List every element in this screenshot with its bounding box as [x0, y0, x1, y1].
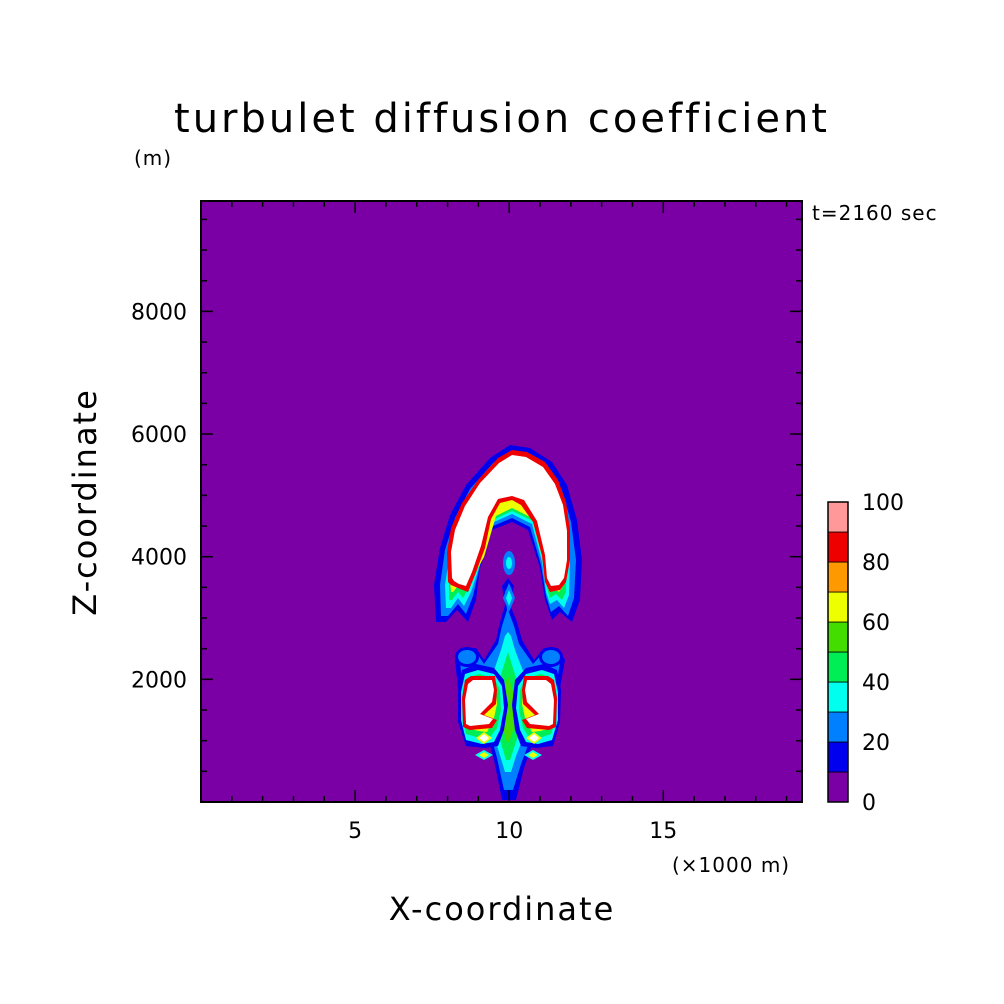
colorbar-label: 40 [862, 671, 890, 696]
colorbar: 0 20 40 60 80 100 [827, 491, 904, 816]
colorbar-cell [827, 681, 849, 713]
minor-ticks [201, 201, 802, 802]
colorbar-cells [827, 501, 849, 803]
plot-frame [200, 200, 803, 803]
colorbar-cell [827, 711, 849, 743]
left-core-spot-inner [479, 752, 489, 758]
colorbar-cell [827, 621, 849, 653]
x-tick-label: 10 [495, 819, 523, 844]
colorbar-cell [827, 651, 849, 683]
y-unit-label: (m) [134, 146, 172, 170]
colorbar-label: 100 [862, 491, 904, 516]
x-unit-label: (×1000 m) [672, 853, 790, 877]
left-core-lobe-inner [479, 734, 489, 742]
colorbar-label: 0 [862, 791, 876, 816]
colorbar-cell [827, 741, 849, 773]
column-blob-upper-inner [506, 557, 512, 569]
colorbar-label: 20 [862, 731, 890, 756]
column-blob-mid-inner [506, 590, 512, 606]
colorbar-cell [827, 591, 849, 623]
x-axis-label: X-coordinate [389, 890, 616, 928]
x-tick-label: 5 [348, 819, 362, 844]
left-core-center [465, 680, 494, 726]
y-tick-label: 4000 [131, 546, 187, 571]
colorbar-label: 80 [862, 551, 890, 576]
y-tick-label: 8000 [131, 300, 187, 325]
y-axis-label: Z-coordinate [66, 388, 104, 616]
colorbar-cell [827, 771, 849, 803]
colorbar-labels: 0 20 40 60 80 100 [862, 491, 904, 816]
x-tick-labels: 5 10 15 [348, 819, 677, 844]
y-tick-label: 6000 [131, 423, 187, 448]
colorbar-frame [827, 501, 849, 803]
y-tick-label: 2000 [131, 668, 187, 693]
major-ticks [201, 201, 802, 802]
lower-right-core [512, 664, 561, 760]
right-core-lobe-inner [529, 734, 539, 742]
upper-arch-plume [434, 445, 582, 622]
y-tick-labels: 2000 4000 6000 8000 [131, 300, 187, 693]
colorbar-cell [827, 561, 849, 593]
right-side-blob-inner [542, 650, 560, 664]
side-blobs [455, 647, 563, 667]
left-side-blob-inner [458, 650, 476, 664]
colorbar-cell [827, 501, 849, 533]
plot-area [200, 200, 803, 803]
upper-arch-core [451, 455, 567, 586]
chart-title: turbulet diffusion coefficient [174, 96, 830, 142]
right-core-center [525, 680, 554, 726]
lower-left-core [458, 664, 508, 760]
right-core-spot-inner [528, 752, 538, 758]
x-tick-label: 15 [649, 819, 677, 844]
time-label: t=2160 sec [812, 201, 938, 225]
colorbar-cell [827, 531, 849, 563]
colorbar-label: 60 [862, 611, 890, 636]
